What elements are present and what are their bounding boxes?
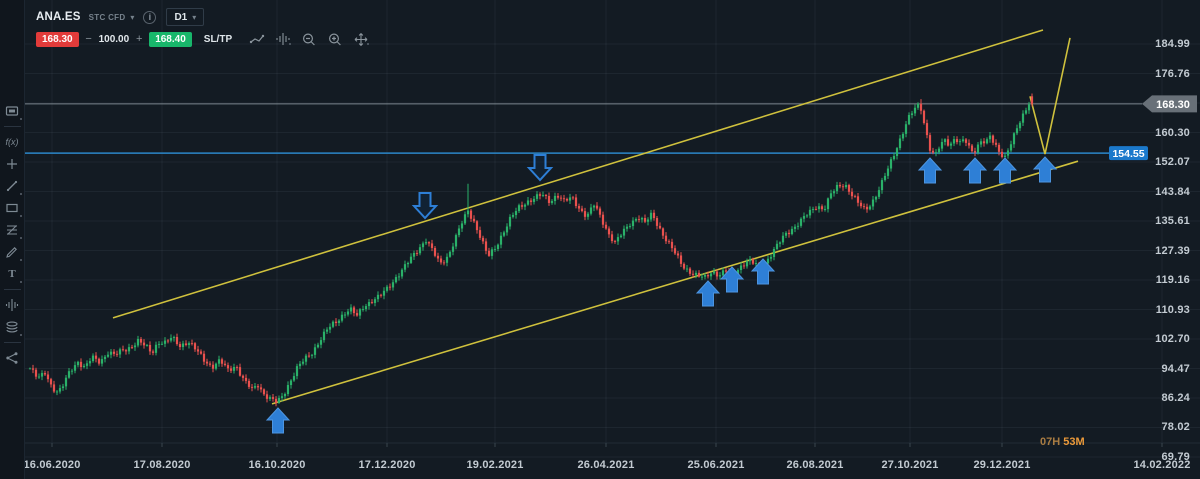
timeframe-selector[interactable]: D1 ▾ — [166, 8, 205, 26]
sidebar-divider — [3, 342, 21, 343]
time-axis-label: 26.04.2021 — [577, 459, 635, 471]
channel-upper[interactable] — [112, 29, 1044, 319]
timeframe-value: D1 — [174, 11, 188, 23]
instrument-toolbar: ANA.ES STC CFD ▾ i D1 ▾ 168.30 − 100.00 … — [36, 8, 374, 48]
time-axis-label: 27.10.2021 — [881, 459, 939, 471]
drawing-tools-sidebar: f(x) T — [0, 0, 25, 479]
chart-type-icon[interactable] — [0, 100, 25, 122]
signal-arrows — [265, 154, 1058, 434]
level-price-tag-value: 154.55 — [1112, 148, 1144, 160]
time-axis-label: 16.06.2020 — [23, 459, 81, 471]
polyline-draw-icon[interactable] — [246, 31, 268, 47]
time-axis-label: 17.12.2020 — [358, 459, 416, 471]
sell-price-button[interactable]: 168.30 — [36, 31, 79, 47]
time-axis-label: 16.10.2020 — [248, 459, 306, 471]
sidebar-divider — [3, 126, 21, 127]
up-arrow-marker[interactable] — [719, 266, 745, 293]
time-axis-label: 26.08.2021 — [786, 459, 844, 471]
up-arrow-marker[interactable] — [992, 157, 1018, 184]
zoom-out-icon[interactable] — [298, 31, 320, 47]
info-icon[interactable]: i — [143, 10, 157, 24]
current-price-tag-value: 168.30 — [1156, 99, 1190, 111]
chevron-down-icon[interactable]: ▾ — [130, 12, 135, 22]
indicators-fx-icon[interactable]: f(x) — [5, 137, 19, 147]
candles — [28, 93, 1034, 407]
crosshair-plus-icon[interactable] — [0, 153, 25, 175]
time-axis-label: 17.08.2020 — [133, 459, 191, 471]
time-axis-label: 25.06.2021 — [687, 459, 745, 471]
zoom-in-icon[interactable] — [324, 31, 346, 47]
price-axis-label: 160.30 — [1155, 126, 1190, 139]
price-axis-label: 184.99 — [1155, 38, 1190, 50]
price-axis-label: 152.07 — [1155, 156, 1190, 169]
time-axis-label: 29.12.2021 — [973, 459, 1031, 471]
share-icon[interactable] — [0, 347, 25, 369]
grid — [0, 0, 1200, 458]
candle-countdown-timer: 07H 53M — [1040, 436, 1085, 448]
volume-profile-icon[interactable] — [0, 294, 25, 316]
price-axis-label: 94.47 — [1161, 362, 1190, 375]
trendline-tool-icon[interactable] — [0, 175, 25, 197]
up-arrow-marker[interactable] — [917, 157, 943, 184]
sidebar-divider — [3, 289, 21, 290]
chevron-down-icon: ▾ — [192, 12, 197, 22]
fibonacci-tool-icon[interactable] — [0, 219, 25, 241]
up-arrow-marker[interactable] — [265, 407, 291, 434]
price-axis-label: 86.24 — [1161, 392, 1190, 405]
projection-zigzag[interactable] — [1029, 37, 1071, 155]
timer-minutes: 53M — [1063, 436, 1085, 448]
up-arrow-marker[interactable] — [750, 258, 776, 285]
current-price-tag — [1142, 95, 1197, 113]
pan-move-icon[interactable] — [350, 31, 372, 47]
price-axis-label: 78.02 — [1161, 421, 1190, 434]
price-axis-label: 102.70 — [1155, 333, 1190, 345]
down-arrow-marker[interactable] — [411, 192, 439, 220]
price-axis-label: 176.76 — [1155, 67, 1190, 80]
channel-lower[interactable] — [271, 160, 1079, 405]
volume-increase-button[interactable]: + — [135, 33, 143, 45]
time-axis-label: 14.02.2022 — [1133, 459, 1191, 471]
symbol-name[interactable]: ANA.ES — [36, 11, 81, 23]
price-axis-label: 69.79 — [1161, 451, 1190, 463]
up-arrow-marker[interactable] — [962, 157, 988, 184]
price-axis-label: 143.84 — [1155, 185, 1190, 198]
order-row: 168.30 − 100.00 + 168.40 SL/TP — [36, 30, 374, 48]
volume-decrease-button[interactable]: − — [85, 33, 92, 45]
pencil-tool-icon[interactable] — [0, 241, 25, 263]
buy-price-button[interactable]: 168.40 — [149, 31, 192, 47]
sltp-button[interactable]: SL/TP — [203, 33, 233, 45]
market-type-label: STC CFD — [88, 12, 126, 22]
price-axis-label: 119.16 — [1155, 274, 1190, 286]
level-price-tag — [1109, 146, 1148, 161]
up-arrow-marker[interactable] — [1032, 156, 1058, 183]
objects-stack-icon[interactable] — [0, 316, 25, 338]
volume-input[interactable]: 100.00 — [98, 33, 130, 45]
price-axis-label: 135.61 — [1155, 215, 1190, 228]
up-arrow-marker[interactable] — [695, 280, 721, 307]
timer-hours: 07H — [1040, 436, 1061, 448]
rectangle-tool-icon[interactable] — [0, 197, 25, 219]
down-arrow-marker[interactable] — [526, 154, 554, 182]
time-axis-label: 19.02.2021 — [466, 459, 524, 471]
price-axis-label: 127.39 — [1155, 244, 1190, 257]
waveform-icon[interactable] — [272, 31, 294, 47]
text-tool-icon[interactable]: T — [0, 263, 25, 285]
instrument-row: ANA.ES STC CFD ▾ i D1 ▾ — [36, 8, 374, 26]
price-axis-label: 110.93 — [1155, 303, 1190, 316]
